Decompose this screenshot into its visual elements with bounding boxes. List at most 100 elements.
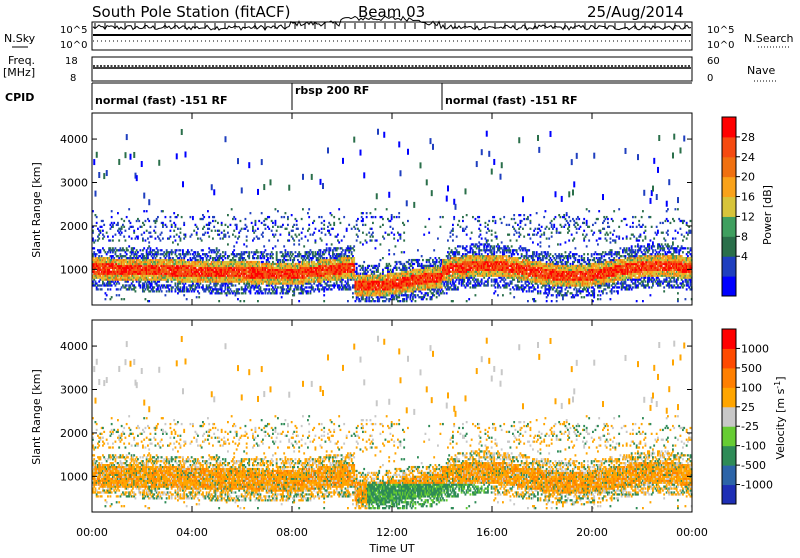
power-cell xyxy=(246,245,248,247)
power-cell xyxy=(187,249,189,251)
power-cell xyxy=(105,298,107,300)
power-cell xyxy=(151,280,153,282)
power-cell xyxy=(237,290,239,292)
power-cell xyxy=(142,239,144,241)
power-cell xyxy=(202,259,204,261)
power-cell xyxy=(303,245,305,247)
power-cell xyxy=(347,282,349,284)
power-cell xyxy=(158,290,160,292)
power-cell xyxy=(218,259,220,261)
power-cell xyxy=(165,257,167,259)
power-cell xyxy=(203,226,205,228)
power-cell xyxy=(263,220,265,222)
power-cell xyxy=(247,286,249,288)
power-cell xyxy=(342,279,344,281)
power-cell xyxy=(271,220,273,222)
power-cell xyxy=(151,284,153,286)
power-cell xyxy=(237,237,239,239)
power-cell xyxy=(380,243,382,245)
power-cell xyxy=(353,257,355,259)
power-cell xyxy=(147,247,149,249)
freq-panel-frame xyxy=(92,57,692,81)
power-cell xyxy=(336,280,338,282)
power-cell xyxy=(430,263,432,265)
power-cell xyxy=(382,269,384,271)
power-cell xyxy=(312,286,314,288)
power-cell xyxy=(338,288,340,290)
power-cell xyxy=(402,222,404,224)
power-cell xyxy=(266,255,268,257)
power-cell xyxy=(362,265,364,267)
power-cell xyxy=(431,190,433,196)
power-cell xyxy=(250,212,252,214)
power-cell xyxy=(171,288,173,290)
power-cell xyxy=(350,288,352,290)
power-cell xyxy=(216,253,218,255)
power-cell xyxy=(302,290,304,292)
power-cell xyxy=(257,251,259,253)
power-cell xyxy=(241,251,243,253)
power-cell xyxy=(260,288,262,290)
power-cell xyxy=(371,273,373,275)
power-cell xyxy=(287,224,289,226)
power-cell xyxy=(351,253,353,255)
power-cell xyxy=(276,251,278,253)
power-cell xyxy=(291,251,293,253)
power-cell xyxy=(133,247,135,249)
power-cell xyxy=(261,159,263,165)
power-cell xyxy=(388,249,390,251)
power-cell xyxy=(266,288,268,290)
power-cell xyxy=(138,220,140,222)
power-cell xyxy=(323,294,325,296)
power-cell xyxy=(260,255,262,257)
power-cell xyxy=(410,298,412,300)
power-cell xyxy=(377,271,379,273)
power-cell xyxy=(353,259,355,261)
power-cell xyxy=(323,288,325,290)
power-cell xyxy=(411,265,413,267)
power-cell xyxy=(211,261,213,263)
power-cell xyxy=(328,222,330,224)
power-cell xyxy=(388,263,390,265)
power-cell xyxy=(220,255,222,257)
power-cell xyxy=(166,253,168,255)
power-cell xyxy=(353,249,355,251)
power-cell xyxy=(156,275,158,277)
power-cell xyxy=(325,234,327,236)
power-cell xyxy=(337,234,339,236)
power-cell xyxy=(128,228,130,230)
power-cell xyxy=(268,261,270,263)
power-cell xyxy=(321,228,323,230)
power-cell xyxy=(178,257,180,259)
power-cell xyxy=(261,222,263,224)
power-cell xyxy=(396,263,398,265)
power-cell xyxy=(378,265,380,267)
power-cell xyxy=(276,255,278,257)
power-cell xyxy=(182,249,184,251)
power-cell xyxy=(222,251,224,253)
power-cell xyxy=(253,288,255,290)
power-cell xyxy=(362,267,364,269)
power-cell xyxy=(181,129,183,135)
power-cell xyxy=(160,257,162,259)
power-cell xyxy=(156,290,158,292)
power-cell xyxy=(170,230,172,232)
power-cell xyxy=(193,290,195,292)
power-cell xyxy=(246,284,248,286)
power-cell xyxy=(173,230,175,232)
power-cell xyxy=(291,235,293,237)
power-cell xyxy=(230,288,232,290)
power-cell xyxy=(303,288,305,290)
power-cell xyxy=(373,271,375,273)
power-cell xyxy=(218,234,220,236)
power-cell xyxy=(266,218,268,220)
power-cell xyxy=(403,263,405,265)
power-cell xyxy=(142,249,144,251)
power-cell xyxy=(357,296,359,298)
power-cell xyxy=(122,284,124,286)
power-cell xyxy=(271,251,273,253)
power-cell xyxy=(362,224,364,226)
power-cell xyxy=(96,253,98,255)
power-cell xyxy=(135,290,137,292)
power-cell xyxy=(140,267,142,269)
